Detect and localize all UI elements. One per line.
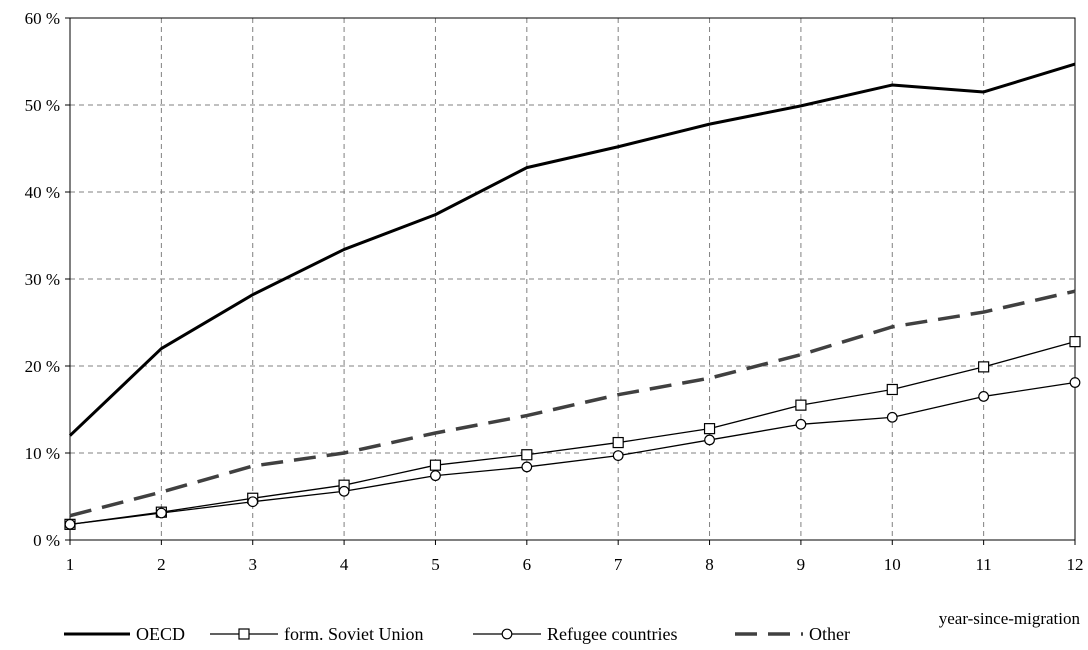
series-3 — [64, 377, 1081, 530]
data-point-circle — [978, 391, 990, 402]
x-tick-label: 4 — [340, 555, 349, 574]
data-point-circle — [430, 470, 441, 482]
y-tick-label: 40 % — [25, 183, 60, 202]
y-tick-label: 50 % — [25, 96, 60, 115]
legend-marker-square — [238, 628, 250, 640]
x-tick-label: 9 — [797, 555, 806, 574]
data-point-circle — [521, 461, 533, 473]
data-point-square — [795, 399, 807, 411]
data-point-circle — [1069, 377, 1081, 388]
x-axis-ticks: 1 2 3 4 5 6 7 8 9 10 11 12 — [66, 540, 1084, 574]
legend-label: Refugee countries — [547, 624, 677, 644]
x-tick-label: 2 — [157, 555, 166, 574]
series-line — [69, 289, 1076, 518]
y-tick-label: 10 % — [25, 444, 60, 463]
x-tick-label: 12 — [1067, 555, 1084, 574]
legend-label: form. Soviet Union — [284, 624, 424, 644]
legend-label: OECD — [136, 624, 185, 644]
series-4 — [69, 289, 1076, 518]
data-point-circle — [612, 450, 624, 462]
legend: OECD form. Soviet Union Refugee countries O… — [64, 624, 850, 644]
x-tick-label: 5 — [431, 555, 440, 574]
y-tick-label: 60 % — [25, 9, 60, 28]
data-point-circle — [338, 485, 350, 497]
data-point-square — [612, 436, 624, 449]
x-axis-title: year-since-migration — [939, 609, 1081, 628]
data-point-circle — [795, 418, 807, 430]
data-point-circle — [704, 434, 715, 446]
x-tick-label: 3 — [248, 555, 257, 574]
y-tick-label: 0 % — [33, 531, 60, 550]
x-tick-label: 8 — [705, 555, 714, 574]
legend-item: OECD — [64, 624, 185, 644]
legend-item: form. Soviet Union — [210, 624, 424, 644]
legend-marker-circle — [501, 628, 513, 640]
data-point-circle — [155, 507, 167, 519]
data-point-circle — [64, 518, 76, 530]
y-tick-label: 30 % — [25, 270, 60, 289]
x-tick-label: 7 — [614, 555, 623, 574]
data-point-square — [1069, 336, 1081, 348]
series-2 — [64, 336, 1081, 530]
data-point-square — [703, 423, 716, 435]
series-group — [64, 62, 1081, 530]
data-point-square — [521, 449, 533, 461]
data-point-square — [886, 383, 898, 396]
x-tick-label: 6 — [523, 555, 532, 574]
x-tick-label: 11 — [975, 555, 991, 574]
data-point-circle — [886, 411, 898, 423]
data-point-square — [978, 361, 990, 373]
series-line — [69, 381, 1076, 525]
data-point-circle — [247, 496, 259, 508]
x-tick-label: 1 — [66, 555, 75, 574]
x-tick-label: 10 — [884, 555, 901, 574]
y-axis-ticks: 0 % 10 % 20 % 30 % 40 % 50 % 60 % — [25, 9, 70, 550]
legend-item: Other — [735, 624, 850, 644]
series-line — [69, 341, 1076, 525]
data-point-square — [429, 459, 442, 471]
legend-label: Other — [809, 624, 850, 644]
series-1 — [68, 62, 1076, 437]
series-line — [68, 62, 1076, 437]
y-tick-label: 20 % — [25, 357, 60, 376]
legend-item: Refugee countries — [473, 624, 677, 644]
